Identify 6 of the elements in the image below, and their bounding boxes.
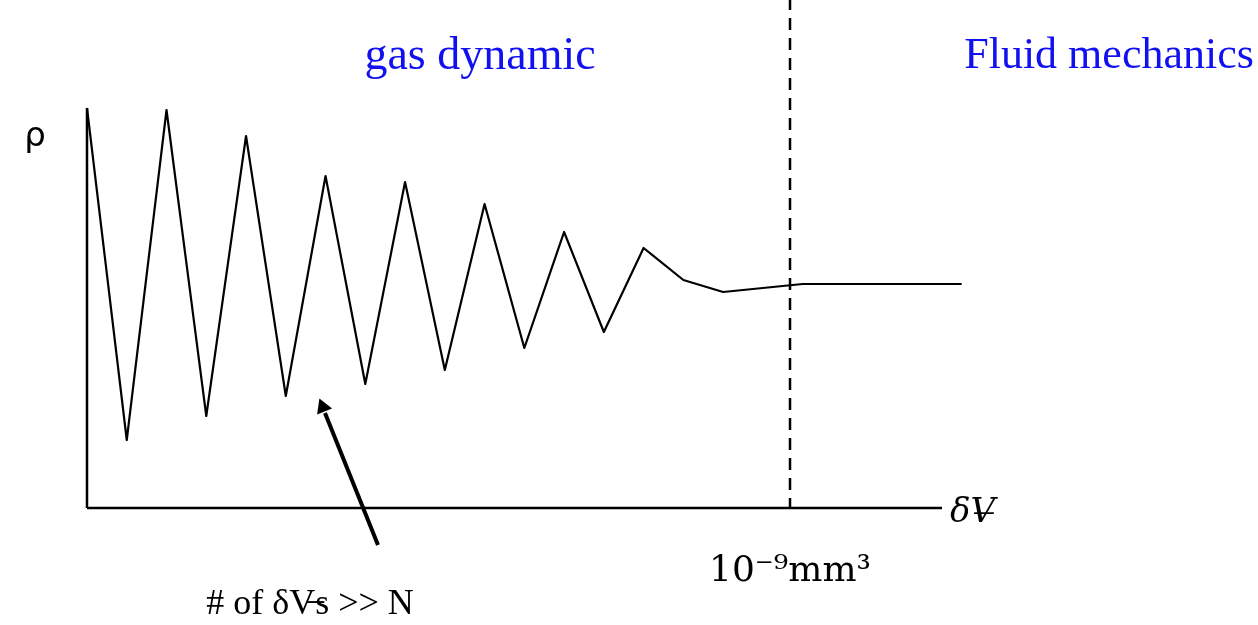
y-axis-title: ρ: [24, 114, 46, 154]
text: Fluid mechanics: [964, 29, 1254, 78]
text: 10⁻⁹mm³: [709, 548, 871, 589]
x-axis-title: δV̶: [950, 490, 999, 530]
text: # of δV̶s >> N: [206, 582, 414, 622]
text: gas dynamic: [364, 28, 596, 79]
